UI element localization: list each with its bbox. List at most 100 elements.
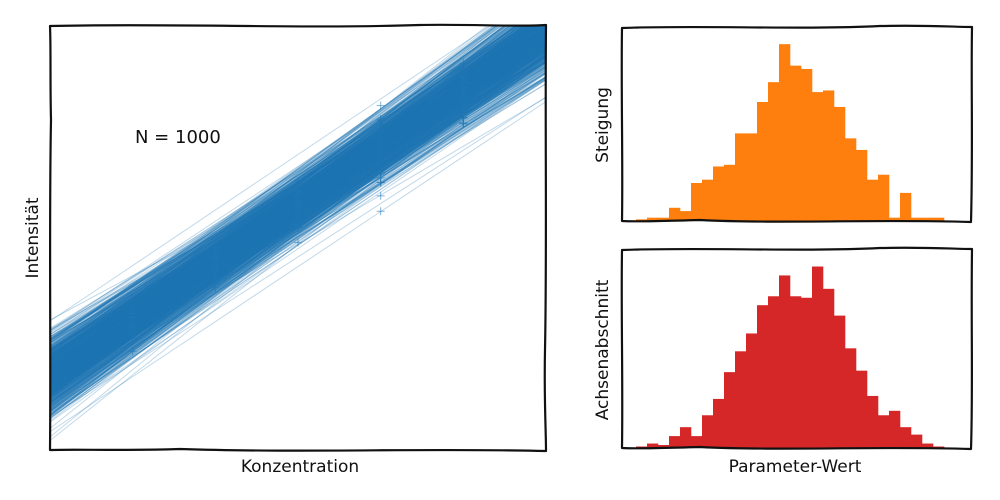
fit-line xyxy=(50,26,509,342)
sample-point xyxy=(376,207,385,216)
fit-line xyxy=(50,26,497,354)
slope-histogram-bar xyxy=(779,44,791,222)
sample-point xyxy=(376,128,385,137)
intercept-histogram-bar xyxy=(790,296,802,448)
sample-point xyxy=(294,238,302,247)
slope-histogram-bar xyxy=(933,217,945,221)
fit-line xyxy=(50,101,546,433)
fit-line xyxy=(50,76,546,399)
intercept-histogram-bar xyxy=(911,434,923,448)
slope-histogram-bar xyxy=(768,82,780,221)
sample-point xyxy=(376,178,385,187)
slope-histogram-bar xyxy=(801,68,813,221)
intercept-histogram-bar xyxy=(658,445,670,448)
sample-point xyxy=(294,204,302,213)
intercept-histogram-bar xyxy=(735,351,747,448)
sample-points-group xyxy=(128,59,468,356)
intercept-histogram-bar xyxy=(746,333,758,448)
slope-histogram-bar xyxy=(911,217,923,221)
main-panel: N = 1000 Konzentration Intensität xyxy=(23,23,548,477)
fit-line xyxy=(50,72,546,403)
sample-point xyxy=(459,59,468,68)
slope-histogram-bar xyxy=(746,133,758,221)
intercept-histogram-bar xyxy=(889,410,901,448)
sample-point xyxy=(128,347,137,356)
slope-histogram-bar xyxy=(735,133,747,221)
sample-point xyxy=(376,191,385,200)
sample-point xyxy=(376,143,385,152)
intercept-histogram-panel: Achsenabschnitt Parameter-Wert xyxy=(593,246,974,477)
sample-count-annotation: N = 1000 xyxy=(135,127,221,148)
sample-point xyxy=(294,177,302,186)
sample-point xyxy=(459,91,468,100)
sample-point xyxy=(294,184,302,193)
intercept-histogram-bar xyxy=(834,315,846,448)
fit-line xyxy=(50,26,503,344)
intercept-y-axis-label: Achsenabschnitt xyxy=(593,279,613,420)
fit-line xyxy=(50,26,511,350)
slope-histogram-bar xyxy=(647,217,659,221)
slope-histogram-bar xyxy=(878,174,890,221)
slope-histogram-bar xyxy=(845,138,857,221)
sample-point xyxy=(459,67,468,76)
slope-histogram-bar xyxy=(691,182,703,221)
intercept-histogram-bar xyxy=(801,297,813,448)
intercept-histogram-bar xyxy=(702,415,714,448)
intercept-histogram-bar xyxy=(922,443,934,448)
intercept-histogram-bar xyxy=(878,415,890,448)
intercept-histogram-bars xyxy=(636,266,945,448)
intercept-histogram-bar xyxy=(691,436,703,448)
sample-point xyxy=(211,254,220,263)
sample-point xyxy=(376,101,385,110)
intercept-histogram-bar xyxy=(779,275,791,448)
slope-histogram-bar xyxy=(636,219,648,221)
fit-line xyxy=(50,26,500,343)
slope-histogram-bar xyxy=(658,217,670,221)
intercept-histogram-frame xyxy=(620,246,974,451)
sample-point xyxy=(459,118,468,127)
sample-point xyxy=(294,192,302,201)
slope-histogram-bar xyxy=(823,90,835,222)
fit-line xyxy=(50,78,546,419)
fit-line xyxy=(50,60,546,407)
intercept-histogram-bar xyxy=(680,427,692,448)
slope-histogram-bar xyxy=(757,102,769,221)
sample-point xyxy=(294,215,302,224)
fit-line xyxy=(50,26,495,351)
sample-point xyxy=(459,83,468,92)
main-y-axis-label: Intensität xyxy=(23,197,43,278)
slope-histogram-bar xyxy=(889,217,901,221)
fit-line xyxy=(50,26,500,354)
intercept-histogram-bar xyxy=(845,348,857,448)
sample-point xyxy=(128,328,137,337)
fit-line xyxy=(50,26,506,354)
slope-histogram-bar xyxy=(724,164,736,221)
fit-line xyxy=(50,26,511,332)
intercept-histogram-bar xyxy=(900,427,912,448)
slope-histogram-bar xyxy=(867,179,879,221)
slope-histogram-bar xyxy=(922,217,934,221)
intercept-histogram-bar xyxy=(669,436,681,448)
main-x-axis-label: Konzentration xyxy=(241,457,359,477)
fit-line xyxy=(50,26,491,322)
fit-line xyxy=(50,26,497,347)
slope-histogram-bar xyxy=(669,207,681,221)
main-panel-frame xyxy=(48,23,548,453)
slope-histogram-bar xyxy=(900,192,912,221)
intercept-histogram-bar xyxy=(724,372,736,448)
sample-point xyxy=(128,300,137,309)
slope-histogram-bar xyxy=(812,92,824,221)
sample-point xyxy=(128,319,137,328)
sample-point xyxy=(376,116,385,125)
fit-line xyxy=(50,96,546,418)
slope-histogram-bar xyxy=(790,65,802,221)
intercept-histogram-bar xyxy=(647,443,659,448)
fit-line xyxy=(50,26,519,336)
sample-point xyxy=(211,280,220,289)
slope-histogram-bar xyxy=(702,179,714,221)
intercept-histogram-bar xyxy=(867,395,879,448)
intercept-histogram-bar xyxy=(768,296,780,448)
fit-line xyxy=(50,26,498,348)
intercept-histogram-bar xyxy=(757,305,769,448)
